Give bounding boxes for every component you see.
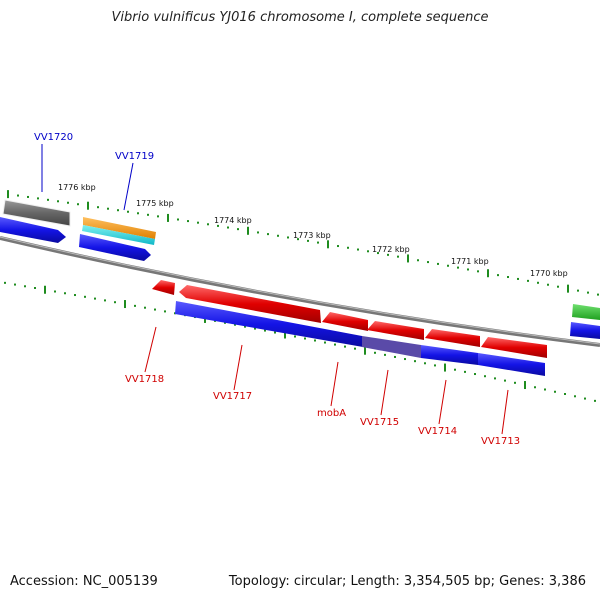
cds-moba[interactable] xyxy=(362,336,421,358)
gene-vv1717[interactable] xyxy=(179,285,321,323)
cds-vv1713[interactable] xyxy=(478,353,545,376)
gene-right-green[interactable] xyxy=(572,304,600,320)
gene-label-vv1720[interactable]: VV1720 xyxy=(34,132,73,143)
gene-vv1715[interactable] xyxy=(367,321,424,340)
scale-label: 1776 kbp xyxy=(58,183,96,192)
gene-moba[interactable] xyxy=(322,312,368,331)
cds-vv1717[interactable] xyxy=(175,301,363,347)
gene-vv1719-cds[interactable] xyxy=(79,234,151,261)
gene-label-vv1714[interactable]: VV1714 xyxy=(418,426,457,437)
label-leader-lines xyxy=(41,144,509,435)
leader-line xyxy=(501,389,509,435)
scale-label: 1774 kbp xyxy=(214,216,252,225)
gene-right-blue[interactable] xyxy=(570,322,600,339)
gene-label-vv1718[interactable]: VV1718 xyxy=(125,374,164,385)
leader-line xyxy=(438,379,447,425)
summary-text: Topology: circular; Length: 3,354,505 bp… xyxy=(228,574,586,589)
gene-label-vv1715[interactable]: VV1715 xyxy=(360,417,399,428)
gene-label-moba[interactable]: mobA xyxy=(317,408,346,419)
leader-line xyxy=(233,344,243,391)
map-title: Vibrio vulnificus YJ016 chromosome I, co… xyxy=(111,10,489,25)
gene-vv1720[interactable] xyxy=(2,199,71,227)
gene-vv1719-rna[interactable] xyxy=(82,225,155,245)
scale-labels: 1776 kbp 1775 kbp 1774 kbp 1773 kbp 1772 kbp… xyxy=(58,183,568,278)
scale-label: 1772 kbp xyxy=(372,245,410,254)
scale-label: 1771 kbp xyxy=(451,257,489,266)
cds-vv1715[interactable] xyxy=(421,345,478,365)
gene-vv1720-cds[interactable] xyxy=(0,217,66,243)
scale-label: 1773 kbp xyxy=(293,231,331,240)
leader-line xyxy=(330,361,339,407)
leader-line xyxy=(380,369,389,416)
gene-label-vv1713[interactable]: VV1713 xyxy=(481,436,520,447)
gene-label-vv1719[interactable]: VV1719 xyxy=(115,151,154,162)
leader-line xyxy=(123,162,134,211)
gene-label-vv1717[interactable]: VV1717 xyxy=(213,391,252,402)
leader-line xyxy=(144,326,157,373)
accession-text: Accession: NC_005139 xyxy=(10,574,158,589)
gene-vv1719[interactable] xyxy=(83,217,156,239)
gene-labels: VV1720 VV1719 VV1718 VV1717 mobA VV1715 VV1714… xyxy=(34,132,520,447)
gene-vv1718[interactable] xyxy=(152,280,175,295)
inner-tick-ring xyxy=(4,281,596,402)
backbone-circle xyxy=(0,236,600,347)
scale-label: 1770 kbp xyxy=(530,269,568,278)
outer-tick-ring xyxy=(7,190,599,296)
gene-vv1714[interactable] xyxy=(425,329,480,347)
gene-vv1713[interactable] xyxy=(481,337,547,358)
scale-label: 1775 kbp xyxy=(136,199,174,208)
